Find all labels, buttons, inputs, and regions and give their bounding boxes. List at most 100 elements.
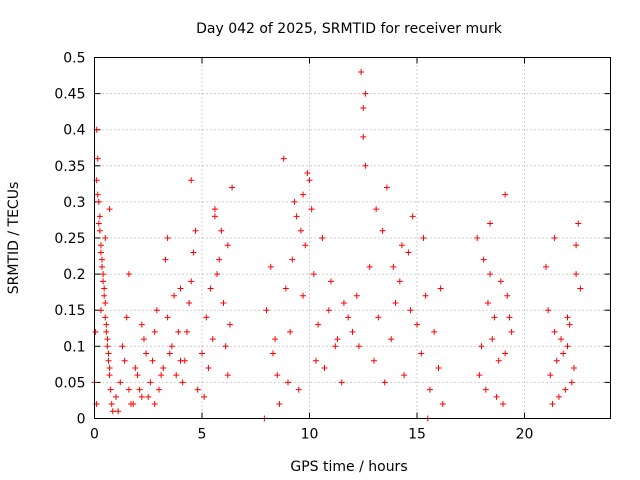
data-point	[360, 133, 367, 140]
data-point	[138, 393, 145, 400]
data-point	[194, 386, 201, 393]
data-point	[577, 285, 584, 292]
data-point	[128, 401, 135, 408]
data-point	[558, 336, 565, 343]
data-point	[151, 328, 158, 335]
data-point	[201, 393, 208, 400]
data-point	[143, 350, 150, 357]
data-point	[107, 386, 114, 393]
data-point	[179, 379, 186, 386]
data-point	[105, 350, 112, 357]
data-point	[267, 263, 274, 270]
data-point	[156, 386, 162, 393]
data-point	[280, 155, 287, 162]
data-point	[549, 401, 556, 408]
data-point	[151, 401, 158, 408]
data-point	[422, 292, 429, 299]
data-point	[551, 235, 558, 241]
data-point	[149, 357, 156, 364]
data-point	[153, 307, 160, 314]
data-point	[340, 299, 347, 306]
data-point	[506, 314, 513, 321]
data-point	[173, 372, 180, 379]
data-point	[100, 271, 107, 278]
data-point	[164, 314, 171, 321]
data-point	[140, 336, 147, 343]
data-point	[321, 364, 328, 371]
data-point	[104, 336, 111, 343]
data-point	[274, 372, 281, 379]
y-tick-label: 0.35	[54, 159, 85, 175]
ticks: 0 0.05 0.1 0.15 0.2 0.25 0.3 0.35 0.4 0.45 0.5 0 5 10…	[54, 51, 611, 443]
data-point	[573, 271, 580, 278]
data-point	[334, 336, 341, 343]
data-point	[360, 105, 367, 112]
data-point	[99, 263, 106, 270]
y-tick-label: 0.2	[63, 267, 85, 283]
data-point	[366, 263, 373, 270]
data-point	[106, 206, 113, 213]
data-point	[300, 191, 307, 198]
data-point	[306, 177, 313, 184]
data-point	[431, 328, 438, 335]
data-point	[345, 314, 352, 321]
data-point	[392, 299, 399, 306]
y-axis-label: SRMTID / TECUs	[6, 182, 22, 295]
data-point	[390, 263, 397, 270]
data-point	[405, 249, 412, 256]
data-point	[113, 393, 119, 400]
data-point	[106, 372, 113, 379]
data-point	[147, 379, 154, 386]
data-point	[224, 242, 231, 249]
data-point	[94, 191, 101, 198]
y-tick-label: 0	[77, 412, 86, 428]
data-point	[489, 336, 496, 343]
data-point	[568, 379, 575, 386]
data-point	[564, 343, 571, 350]
scatter-points	[91, 68, 584, 422]
data-point	[108, 401, 115, 408]
data-point	[487, 271, 494, 278]
data-point	[566, 321, 573, 328]
data-point	[175, 328, 182, 335]
data-point	[183, 328, 190, 335]
data-point	[439, 401, 446, 408]
data-point	[381, 379, 388, 386]
data-point	[125, 386, 132, 393]
data-point	[272, 336, 279, 343]
y-tick-label: 0.3	[63, 195, 85, 211]
data-point	[162, 256, 169, 263]
data-point	[508, 328, 515, 335]
data-point	[484, 299, 491, 306]
data-point	[497, 278, 504, 285]
data-point	[102, 314, 109, 321]
data-point	[560, 350, 567, 357]
data-point	[282, 285, 289, 292]
data-point	[502, 191, 509, 198]
data-point	[214, 271, 221, 278]
data-point	[94, 155, 101, 162]
plot-frame	[94, 57, 611, 419]
data-point	[293, 213, 300, 220]
data-point	[117, 379, 124, 386]
data-point	[211, 213, 218, 220]
data-point	[409, 213, 416, 220]
y-tick-label: 0.25	[54, 231, 85, 247]
data-point	[205, 364, 212, 371]
data-point	[547, 372, 554, 379]
data-point	[160, 364, 167, 371]
data-point	[207, 285, 214, 292]
data-point	[401, 372, 408, 379]
data-point	[304, 170, 311, 177]
data-point	[220, 299, 227, 306]
data-point	[426, 386, 433, 393]
data-point	[121, 357, 128, 364]
data-point	[132, 364, 139, 371]
x-tick-label: 5	[198, 427, 207, 443]
data-point	[388, 336, 395, 343]
data-point	[312, 357, 319, 364]
data-point	[101, 285, 108, 292]
data-point	[287, 328, 294, 335]
data-point	[437, 285, 444, 292]
data-point	[95, 220, 102, 227]
